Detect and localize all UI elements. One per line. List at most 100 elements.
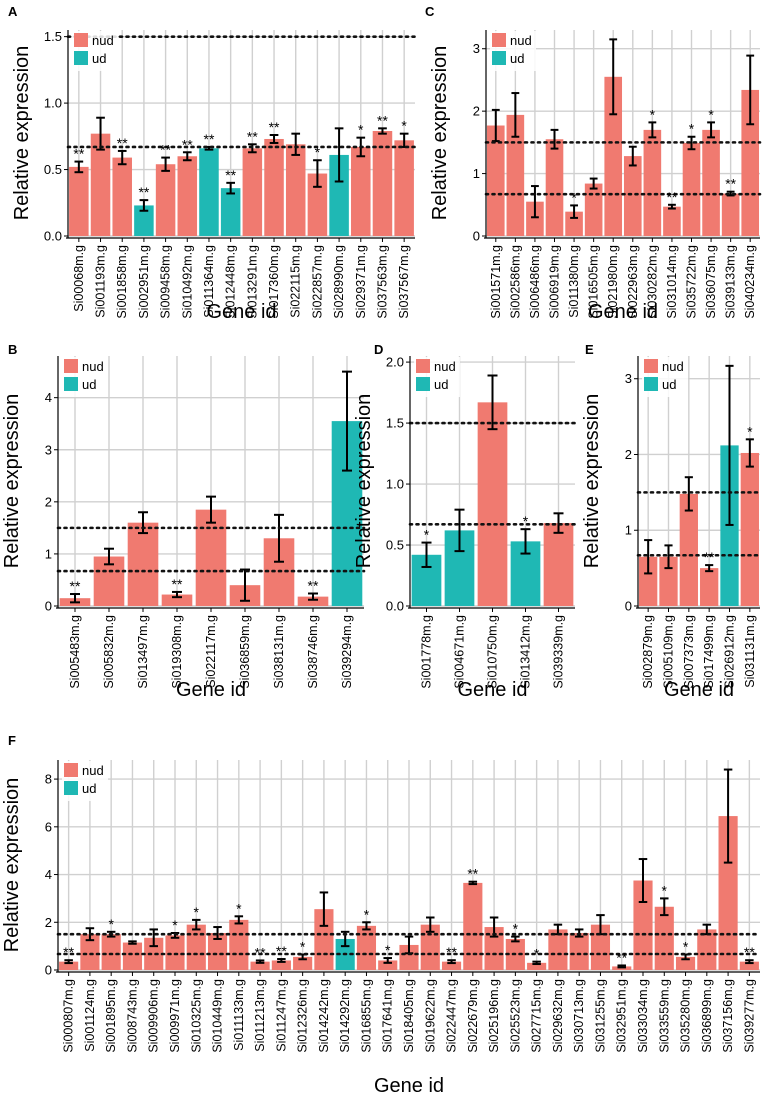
panel-A: A******** ** ************ *0.00.51.01.5Si00… [8, 4, 417, 323]
bar-Si019308m.g [161, 594, 193, 606]
significance-mark: * [650, 106, 656, 122]
bar-Si022447m.g [441, 961, 462, 970]
x-tick-label: Si037563m.g [375, 245, 389, 319]
significance-mark: * [747, 423, 753, 439]
x-tick-label: Si026912m.g [723, 615, 737, 689]
bar-Si009458m.g [155, 164, 176, 236]
bar-Si037563m.g [372, 131, 393, 236]
x-tick-label: Si021980m.g [606, 245, 620, 319]
x-axis-title: Gene id [206, 301, 276, 323]
significance-mark: * [689, 121, 695, 137]
x-axis-title: Gene id [588, 301, 658, 323]
bar-Si011213m.g [250, 961, 270, 970]
x-tick-label: Si010449m.g [211, 979, 225, 1053]
x-tick-label: Si018405m.g [402, 979, 416, 1053]
significance-mark: ** [247, 128, 258, 144]
y-tick-label: 4 [45, 867, 52, 882]
bar-Si039339m.g [543, 523, 574, 606]
bar-Si017641m.g [378, 960, 398, 970]
bar-Si010449m.g [207, 933, 228, 970]
x-tick-label: Si014242m.g [317, 979, 331, 1053]
y-tick-label: 2 [473, 104, 480, 119]
significance-mark: * [364, 906, 370, 922]
x-tick-label: Si001571m.g [489, 245, 503, 319]
x-tick-label: Si006486m.g [528, 245, 542, 319]
bar-Si017360m.g [264, 138, 284, 236]
x-tick-label: Si004671m.g [453, 615, 467, 689]
legend-swatch-nud [416, 359, 430, 373]
x-axis-title: Gene id [374, 1075, 444, 1097]
x-tick-label: Si039294m.g [340, 615, 354, 689]
y-axis-title: Relative expression [1, 778, 23, 953]
x-tick-label: Si014292m.g [338, 979, 352, 1053]
legend-swatch-ud [416, 377, 430, 391]
bar-Si001193m.g [90, 133, 111, 236]
x-tick-label: Si036075m.g [704, 245, 718, 319]
x-tick-label: Si032951m.g [615, 979, 629, 1053]
x-tick-label: Si017641m.g [381, 979, 395, 1053]
bar-Si000807m.g [59, 961, 79, 970]
y-tick-label: 2 [45, 494, 52, 509]
significance-mark: ** [63, 944, 74, 960]
bar-Si022679m.g [463, 882, 483, 970]
x-tick-label: Si019622m.g [423, 979, 437, 1053]
bar-Si036075m.g [702, 129, 720, 236]
significance-mark: * [708, 106, 714, 122]
bar-Si037156m.g [718, 816, 738, 970]
bar-Si031131m.g [740, 452, 759, 606]
significance-mark: ** [446, 944, 457, 960]
x-tick-label: Si00068m.g [72, 245, 86, 312]
x-tick-label: Si039133m.g [724, 245, 738, 319]
bar-Si040234m.g [741, 89, 760, 236]
bar-Si011364m.g [199, 148, 219, 236]
bar-Si002879m.g [639, 556, 658, 606]
bar-Si00068m.g [69, 166, 89, 236]
x-tick-label: Si011364m.g [202, 245, 216, 318]
x-axis-title: Gene id [457, 679, 527, 701]
x-tick-label: Si010325m.g [189, 979, 203, 1053]
bar-Si033034m.g [633, 880, 653, 970]
panel-letter-B: B [8, 342, 17, 357]
x-tick-label: Si017499m.g [702, 615, 716, 689]
y-tick-label: 1 [45, 546, 52, 561]
y-tick-label: 0.5 [44, 162, 62, 177]
significance-mark: ** [744, 944, 755, 960]
x-tick-label: Si038131m.g [272, 615, 286, 689]
bar-Si039277m.g [739, 961, 759, 970]
panel-F: F*** ** *** ** *** ****** **** **02468Si000807m… [1, 733, 762, 1097]
x-tick-label: Si000807m.g [62, 979, 76, 1053]
legend-label-ud: ud [434, 377, 448, 392]
y-tick-label: 0.0 [44, 229, 62, 244]
y-tick-label: 0 [45, 963, 52, 978]
x-tick-label: Si030282m.g [645, 245, 659, 319]
legend-swatch-nud [492, 33, 506, 47]
x-axis-title: Gene id [664, 679, 734, 701]
bar-Si011380m.g [565, 211, 583, 236]
bar-Si021980m.g [604, 76, 623, 237]
legend: nud ud [414, 357, 460, 397]
x-tick-label: Si019308m.g [170, 615, 184, 689]
significance-mark: * [236, 900, 242, 916]
x-tick-label: Si005109m.g [662, 615, 676, 689]
bar-Si022857m.g [307, 173, 328, 236]
panel-B: B ** ** ** 0 1 2 3 4 Si005483m.g Si005832m.g Si0134… [1, 342, 366, 701]
bar-Si033559m.g [654, 906, 674, 970]
significance-mark: * [683, 938, 689, 954]
bar-Si017499m.g [700, 568, 719, 606]
bar-Si029632m.g [548, 929, 568, 970]
bar-Si001124m.g [80, 934, 100, 970]
bar-Si031014m.g [663, 206, 681, 236]
significance-mark: ** [616, 949, 627, 965]
significance-mark: ** [255, 944, 266, 960]
legend-swatch-nud [644, 359, 658, 373]
significance-mark: ** [172, 576, 183, 592]
y-axis-title: Relative expression [11, 46, 33, 221]
x-tick-label: Si035722m.g [685, 245, 699, 319]
y-tick-label: 0 [45, 599, 52, 614]
legend-swatch-ud [644, 377, 658, 391]
x-tick-label: Si029632m.g [551, 979, 565, 1053]
legend-swatch-ud [64, 377, 78, 391]
bar-Si027715m.g [527, 962, 547, 970]
significance-mark: * [385, 942, 391, 958]
x-tick-label: Si029371m.g [354, 245, 368, 319]
